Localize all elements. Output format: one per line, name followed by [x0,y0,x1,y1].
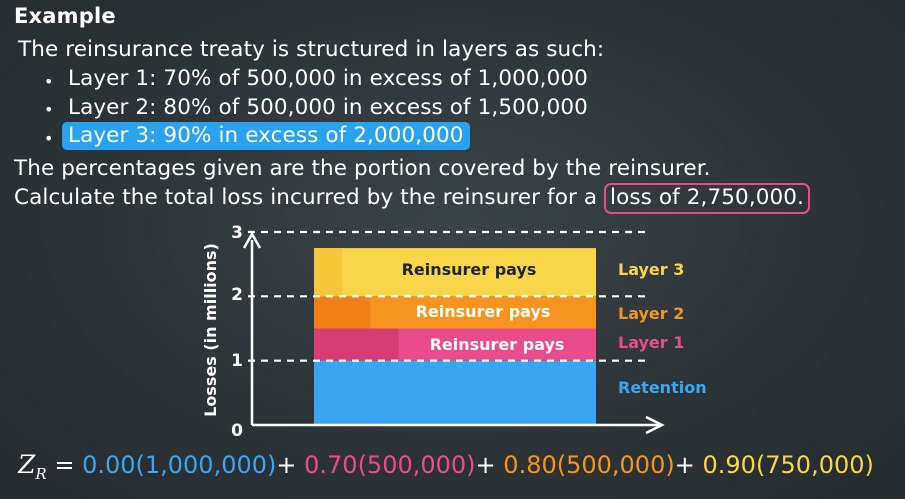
formula-term-layer-1: 0.70(500,000) [304,451,476,479]
bar-retained-part-layer-2 [314,296,371,329]
bar-retained-part-layer-3 [314,248,343,297]
formula-term-retention: 0.00(1,000,000) [82,451,277,479]
layer-1-label: Layer 1 [618,333,684,352]
formula-plus: + [276,451,297,479]
bar-segment-retention [314,360,596,425]
layer-3-highlight: Layer 3: 90% in excess of 2,000,000 [62,122,470,150]
y-tick-label: 1 [231,351,243,371]
retention-label: Retention [618,378,707,397]
y-tick-label: 3 [231,223,243,243]
y-tick-label: 2 [231,285,243,305]
bullet-layer-2: Layer 2: 80% of 500,000 in excess of 1,5… [68,95,588,120]
formula-term-layer-2: 0.80(500,000) [503,451,675,479]
x-axis-arrow-icon [645,415,665,435]
layer-1-bar-label: Reinsurer pays [430,335,565,354]
y-tick-label: 0 [231,421,243,441]
layer-2-label: Layer 2 [618,304,684,323]
formula-plus: + [674,451,695,479]
formula-plus: + [475,451,496,479]
layer-3-bar-label: Reinsurer pays [402,260,537,279]
bullet-dot: • [44,72,54,91]
note-text: The percentages given are the portion co… [14,156,711,181]
question-text: Calculate the total loss incurred by the… [14,183,811,214]
formula-equals: = [54,451,75,479]
bullet-layer-3: Layer 3: 90% in excess of 2,000,000 [62,122,470,150]
bar-retained-part-layer-1 [314,328,399,361]
bar-segment-layer-3 [314,248,596,297]
layer-3-label: Layer 3 [618,260,684,279]
question-prefix: Calculate the total loss incurred by the… [14,185,598,210]
bullet-dot: • [44,100,54,119]
y-axis-label: Losses (in millions) [201,243,220,417]
intro-text: The reinsurance treaty is structured in … [18,37,605,62]
example-heading: Example [14,4,116,28]
formula-lhs: ZR [18,450,47,483]
y-axis-arrow-icon [242,231,262,249]
layer-2-bar-label: Reinsurer pays [416,302,551,321]
formula: ZR = 0.00(1,000,000)+ 0.70(500,000)+ 0.8… [18,450,874,483]
bullet-layer-1: Layer 1: 70% of 500,000 in excess of 1,0… [68,66,588,91]
bullet-dot: • [44,129,54,148]
loss-highlight-box: loss of 2,750,000. [604,183,811,214]
formula-term-layer-3: 0.90(750,000) [702,451,874,479]
